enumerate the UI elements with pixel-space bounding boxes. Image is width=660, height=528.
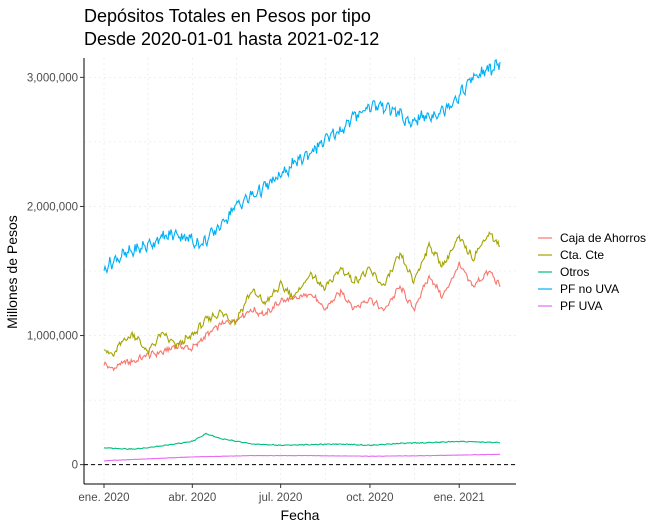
series-line-0 [103, 261, 501, 372]
series-line-2 [103, 432, 501, 450]
y-tick-label: 0 [72, 460, 78, 472]
x-axis-title: Fecha [281, 507, 320, 523]
x-tick-label: ene. 2020 [78, 492, 129, 504]
y-axis-title: Millones de Pesos [4, 215, 20, 329]
legend-label: Cta. Cte [560, 248, 604, 262]
chart-title: Depósitos Totales en Pesos por tipo [84, 6, 371, 26]
series-lines [103, 58, 501, 462]
y-tick-label: 3,000,000 [27, 72, 78, 84]
x-tick-label: jul. 2020 [258, 492, 302, 504]
x-tick-label: oct. 2020 [346, 492, 393, 504]
legend-label: Otros [560, 265, 589, 279]
axes: 0 1,000,000 2,000,000 3,000,000 ene. 2020 abr… [27, 58, 516, 504]
chart-subtitle: Desde 2020-01-01 hasta 2021-02-12 [84, 29, 379, 49]
legend-label: PF UVA [560, 299, 602, 313]
y-tick-label: 1,000,000 [27, 331, 78, 343]
series-line-1 [103, 231, 501, 358]
y-tick-label: 2,000,000 [27, 201, 78, 213]
x-tick-label: abr. 2020 [168, 492, 216, 504]
legend: Caja de Ahorros Cta. Cte Otros PF no UVA PF … [538, 231, 646, 313]
series-line-3 [103, 58, 501, 275]
series-line-4 [104, 453, 500, 462]
legend-label: Caja de Ahorros [560, 231, 646, 245]
legend-label: PF no UVA [560, 282, 619, 296]
grid [84, 58, 516, 484]
x-tick-label: ene. 2021 [434, 492, 485, 504]
